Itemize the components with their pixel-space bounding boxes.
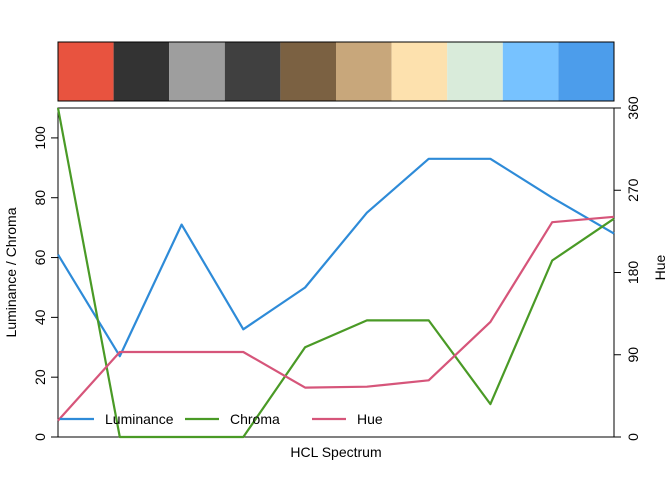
- right-tick-label: 0: [625, 433, 641, 441]
- right-tick-label: 270: [625, 178, 641, 202]
- color-swatch: [169, 42, 225, 101]
- left-y-axis: 0 20 40 60 80 100: [32, 126, 59, 441]
- color-swatch: [224, 42, 281, 101]
- color-swatch: [336, 42, 392, 101]
- left-tick-label: 60: [32, 250, 48, 266]
- color-swatch: [58, 42, 114, 101]
- series-line-luminance: [57, 157, 615, 358]
- right-tick-label: 180: [625, 261, 641, 285]
- series-line-hue: [57, 215, 615, 422]
- swatch-bar-border: [57, 41, 615, 102]
- color-swatch-bar: [57, 41, 615, 102]
- right-tick-label: 360: [625, 96, 641, 120]
- color-swatch: [447, 42, 503, 101]
- series-line-chroma: [56, 107, 615, 439]
- right-tick-label: 90: [625, 347, 641, 363]
- legend-label-chroma: Chroma: [230, 411, 280, 427]
- color-swatch: [502, 42, 559, 101]
- series-lines: [56, 107, 615, 439]
- left-tick-label: 0: [32, 433, 48, 441]
- left-tick-label: 40: [32, 309, 48, 325]
- right-y-axis-label: Hue: [652, 254, 668, 280]
- left-tick-label: 100: [32, 126, 48, 150]
- legend-label-luminance: Luminance: [105, 411, 174, 427]
- color-swatch: [280, 42, 336, 101]
- color-swatch: [113, 42, 170, 101]
- color-swatch: [391, 42, 448, 101]
- x-axis-label: HCL Spectrum: [290, 444, 381, 460]
- left-tick-label: 80: [32, 190, 48, 206]
- color-swatch: [558, 42, 614, 101]
- legend: Luminance Chroma Hue: [60, 411, 383, 427]
- left-tick-label: 20: [32, 369, 48, 385]
- legend-label-hue: Hue: [357, 411, 383, 427]
- right-y-axis: 0 90 180 270 360: [613, 96, 641, 441]
- left-y-axis-label: Luminance / Chroma: [3, 207, 19, 337]
